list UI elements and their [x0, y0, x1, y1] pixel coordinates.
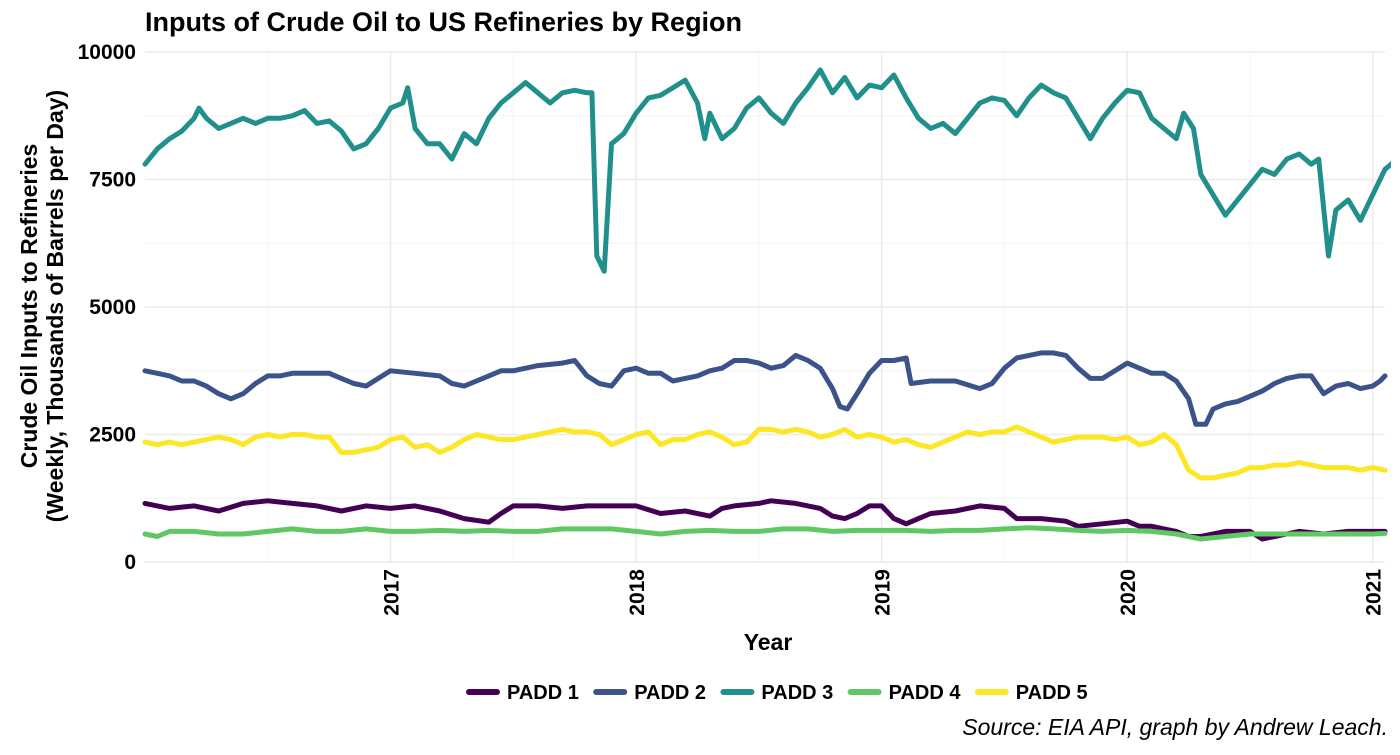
- x-tick-label: 2020: [1117, 569, 1140, 616]
- series-lines: [142, 67, 1391, 542]
- y-tick-label: 2500: [89, 424, 136, 447]
- x-axis-ticks: 2017 2018 2019 2020 2021: [381, 569, 1386, 616]
- legend-label: PADD 4: [889, 682, 962, 704]
- series-line-padd-2: [142, 350, 1388, 427]
- x-tick-label: 2017: [381, 569, 404, 616]
- legend-label: PADD 2: [634, 682, 706, 704]
- legend-item: PADD 1: [466, 682, 579, 704]
- y-axis-title-line2: (Weekly, Thousands of Barrels per Day): [42, 90, 68, 522]
- y-axis-title: Crude Oil Inputs to Refineries (Weekly, …: [16, 90, 68, 522]
- x-tick-label: 2019: [872, 569, 895, 616]
- legend-label: PADD 5: [1016, 682, 1088, 704]
- legend-label: PADD 3: [761, 682, 833, 704]
- series-line-padd-5: [142, 424, 1388, 481]
- y-tick-label: 0: [124, 551, 136, 574]
- gridlines: [145, 51, 1385, 563]
- x-axis-title: Year: [744, 629, 793, 655]
- chart-title: Inputs of Crude Oil to US Refineries by …: [145, 7, 742, 37]
- legend-item: PADD 5: [974, 682, 1088, 704]
- legend-item: PADD 3: [720, 682, 833, 704]
- legend-label: PADD 1: [507, 682, 579, 704]
- y-axis-ticks: 0 2500 5000 7500 10000: [78, 41, 136, 574]
- x-tick-label: 2018: [626, 569, 649, 616]
- series-line-padd-4: [142, 525, 1388, 542]
- y-tick-label: 7500: [89, 169, 136, 192]
- series-line-padd-3: [142, 67, 1391, 274]
- legend: PADD 1 PADD 2 PADD 3 PADD 4 PADD 5: [466, 682, 1088, 704]
- y-axis-title-line1: Crude Oil Inputs to Refineries: [16, 144, 42, 469]
- y-tick-label: 10000: [78, 41, 136, 64]
- y-tick-label: 5000: [89, 296, 136, 319]
- source-caption: Source: EIA API, graph by Andrew Leach.: [962, 714, 1388, 740]
- legend-item: PADD 2: [593, 682, 706, 704]
- x-tick-label: 2021: [1363, 569, 1386, 616]
- legend-item: PADD 4: [847, 682, 962, 704]
